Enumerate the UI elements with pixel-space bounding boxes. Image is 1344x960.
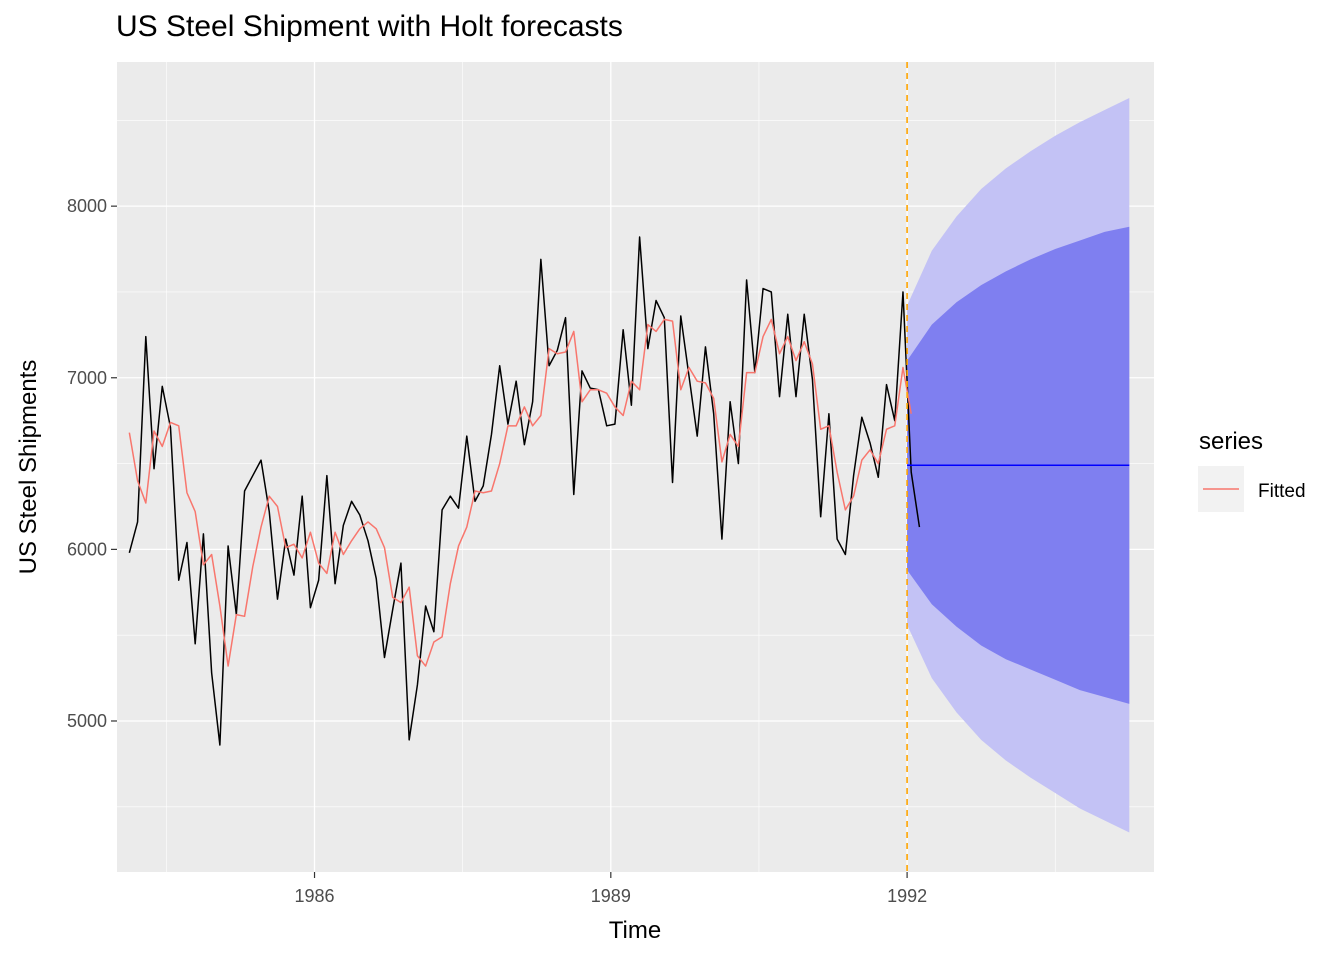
- chart-title: US Steel Shipment with Holt forecasts: [116, 10, 623, 43]
- y-axis-title: US Steel Shipments: [15, 360, 42, 575]
- x-tick-label: 1992: [887, 886, 927, 906]
- series-lines: [128, 236, 1130, 746]
- axes: 1986 1989 1992 5000 6000 7000 8000: [67, 196, 927, 906]
- x-tick-label: 1986: [295, 886, 335, 906]
- legend-label-fitted: Fitted: [1258, 481, 1306, 502]
- series-line-fitted: [128, 318, 912, 667]
- legend-title: series: [1199, 428, 1263, 455]
- series-line-observed: [128, 236, 921, 746]
- legend: series Fitted: [1198, 428, 1306, 512]
- y-tick-label: 5000: [67, 711, 107, 731]
- y-tick-label: 7000: [67, 368, 107, 388]
- x-axis-title: Time: [609, 917, 661, 944]
- y-tick-label: 8000: [67, 196, 107, 216]
- y-tick-label: 6000: [67, 539, 107, 559]
- x-tick-label: 1989: [591, 886, 631, 906]
